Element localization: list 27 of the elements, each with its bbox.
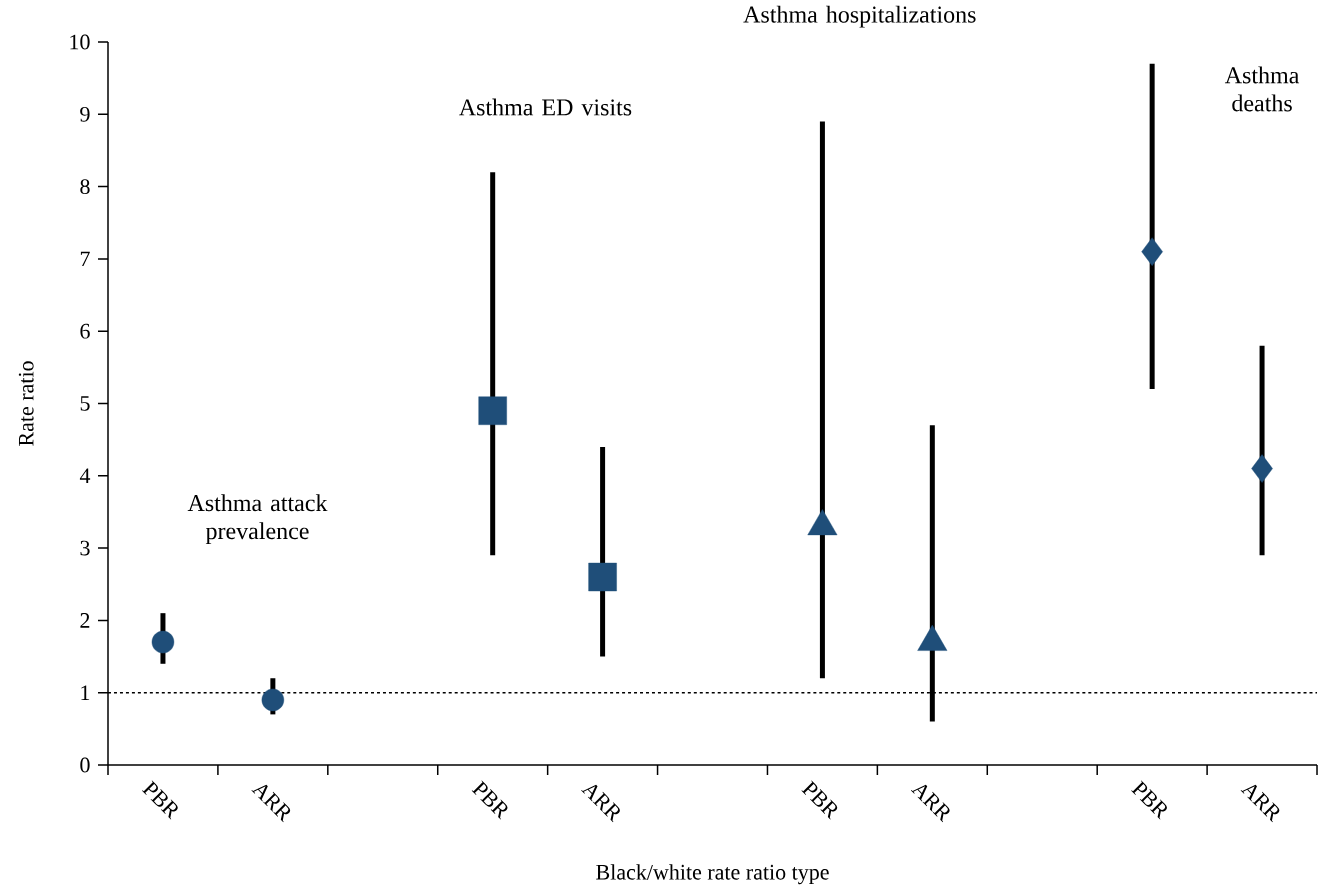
y-tick-label: 5 [80, 396, 90, 411]
x-tick-label: ARR [581, 784, 620, 823]
x-tick-label: ARR [910, 784, 950, 823]
y-tick-label: 4 [79, 468, 91, 484]
y-tick-label: 2 [80, 613, 90, 628]
point [588, 562, 617, 592]
point [261, 688, 285, 712]
y-tick-label: 8 [80, 179, 90, 195]
y-tick-label: 3 [80, 540, 90, 556]
x-tick-label: ARR [1240, 784, 1280, 823]
y-tick-label: 1 [81, 685, 90, 700]
y-tick-label: 6 [80, 323, 90, 339]
point [151, 630, 175, 654]
point [478, 396, 507, 425]
text: Asthma hospitalizations [743, 5, 976, 28]
y-tick-label: 0 [80, 757, 90, 773]
annotation: Asthma deaths [1224, 66, 1300, 112]
annotation: Asthma ED visits [459, 98, 632, 116]
point [1251, 454, 1273, 483]
x-axis-title: Black/white rate ratio type [596, 864, 829, 885]
y-tick-label: 9 [80, 106, 90, 122]
y-tick-label: 7 [80, 251, 90, 267]
annotation: Asthma attack prevalence [187, 494, 328, 545]
y-tick-label: 10 [70, 34, 90, 50]
y-axis-title: Rate ratio [18, 361, 34, 446]
x-tick-label: ARR [251, 784, 291, 823]
point [1141, 237, 1163, 266]
